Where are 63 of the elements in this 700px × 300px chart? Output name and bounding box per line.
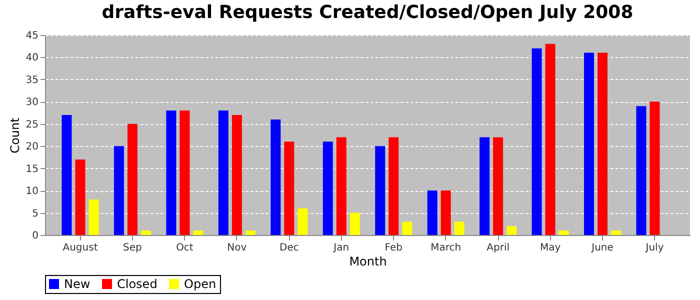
- bar: [232, 115, 242, 235]
- y-axis-title: Count: [8, 117, 22, 154]
- bar: [558, 230, 569, 235]
- x-tick-label: August: [62, 242, 98, 254]
- bar: [88, 199, 99, 235]
- y-tick-label: 10: [26, 186, 38, 198]
- y-tick-label: 40: [26, 52, 38, 64]
- bar: [440, 190, 451, 235]
- bar: [114, 146, 124, 235]
- y-tick-label: 15: [26, 164, 38, 175]
- y-tick-label: 35: [26, 74, 38, 86]
- bar: [598, 52, 608, 235]
- x-axis-title: Month: [349, 254, 387, 268]
- x-tick-label: Sep: [123, 242, 142, 254]
- bar: [427, 190, 438, 235]
- bar: [284, 142, 294, 235]
- bar: [402, 222, 412, 235]
- y-tick-label: 25: [26, 119, 38, 130]
- y-tick-label: 45: [26, 30, 38, 42]
- bar: [532, 48, 542, 235]
- bar: [636, 106, 646, 235]
- bar: [127, 124, 138, 235]
- bar: [180, 110, 190, 235]
- bar: [75, 159, 86, 235]
- legend-label: Closed: [117, 277, 158, 291]
- bar: [245, 230, 256, 235]
- bar: [584, 52, 594, 235]
- bar: [336, 137, 346, 235]
- x-tick-label: March: [430, 242, 462, 254]
- bar: [375, 146, 386, 235]
- bar: [611, 230, 622, 235]
- x-tick-label: July: [644, 242, 664, 254]
- bar: [454, 222, 464, 235]
- x-tick-label: June: [590, 242, 614, 254]
- legend-label: Open: [184, 277, 216, 291]
- bar: [166, 110, 176, 235]
- x-tick-label: Feb: [384, 242, 402, 254]
- x-tick-label: Nov: [227, 242, 247, 254]
- bar: [480, 137, 490, 235]
- chart-title: drafts-eval Requests Created/Closed/Open July 2008: [102, 2, 634, 23]
- y-tick-label: 20: [26, 142, 38, 153]
- bar: [388, 137, 399, 235]
- bar: [298, 208, 308, 235]
- bar: [506, 226, 517, 235]
- legend-label: New: [64, 277, 90, 291]
- x-tick-label: May: [540, 242, 561, 254]
- bar: [270, 119, 281, 235]
- y-tick-label: 0: [32, 230, 38, 242]
- bar: [545, 44, 556, 235]
- bar: [193, 230, 204, 235]
- y-tick-label: 30: [26, 97, 38, 108]
- x-tick-label: Dec: [279, 242, 299, 254]
- bar: [140, 230, 151, 235]
- y-tick-label: 5: [32, 208, 38, 220]
- bar: [650, 102, 660, 235]
- bar: [218, 110, 228, 235]
- x-tick-label: April: [486, 242, 510, 254]
- bar: [62, 115, 72, 235]
- bar: [493, 137, 504, 235]
- x-tick-label: Jan: [332, 242, 350, 254]
- bar: [350, 212, 360, 235]
- bar: [322, 142, 333, 235]
- x-tick-label: Oct: [176, 242, 194, 254]
